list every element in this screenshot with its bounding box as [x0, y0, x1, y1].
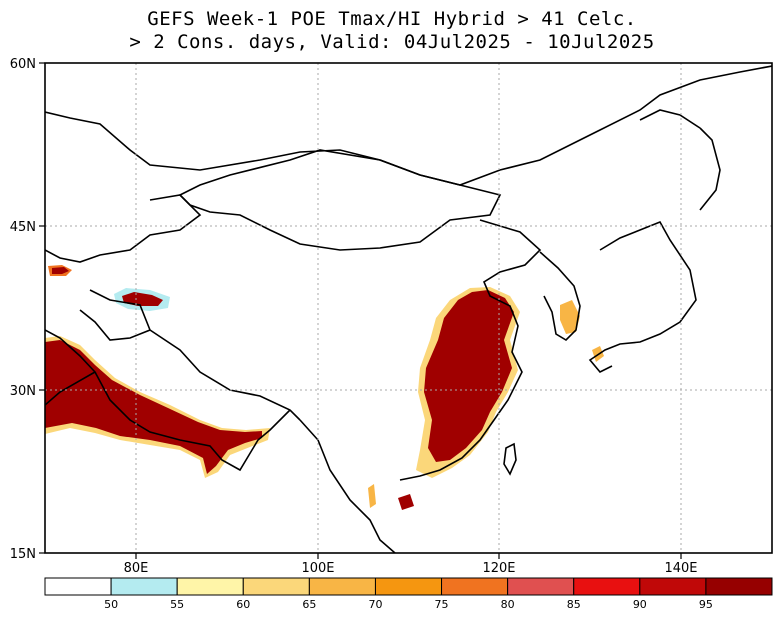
map-title-line-1: GEFS Week-1 POE Tmax/HI Hybrid > 41 Celc… — [147, 8, 637, 30]
coastline-taiwan — [503, 442, 517, 476]
colorbar: 50 55 60 65 70 75 80 85 90 95 — [44, 577, 773, 611]
colorbar-label: 75 — [435, 598, 449, 611]
graticule — [45, 63, 772, 553]
field-east-china — [424, 290, 514, 462]
colorbar-swatch — [176, 577, 244, 596]
field-south-asia — [45, 340, 262, 474]
colorbar-label: 70 — [368, 598, 382, 611]
map-frame — [44, 62, 773, 554]
coastlines — [45, 65, 772, 553]
colorbar-label: 90 — [633, 598, 647, 611]
colorbar-label: 55 — [170, 598, 184, 611]
colorbar-swatch — [441, 577, 509, 596]
colorbar-swatch — [573, 577, 641, 596]
colorbar-swatch — [308, 577, 376, 596]
coastline-china-east — [399, 219, 542, 481]
colorbar-label: 85 — [567, 598, 581, 611]
border-china-west — [45, 194, 202, 263]
field-indochina — [368, 484, 376, 508]
map-title-line-2: > 2 Cons. days, Valid: 04Jul2025 - 10Jul… — [129, 31, 655, 53]
colorbar-label: 95 — [699, 598, 713, 611]
probability-fields — [45, 265, 604, 510]
lon-label-100e: 100E — [301, 561, 334, 576]
axis-ticks — [39, 62, 682, 559]
field-korea — [560, 300, 580, 334]
field-hainan — [398, 494, 414, 510]
lat-label-15n: 15N — [10, 547, 36, 562]
coastline-korea — [539, 251, 581, 342]
lon-label-140e: 140E — [664, 561, 697, 576]
colorbar-swatch — [507, 577, 575, 596]
field-tarim — [122, 292, 163, 306]
lat-label-45n: 45N — [10, 220, 36, 235]
coastline-indochina — [299, 419, 396, 553]
lon-label-80e: 80E — [124, 561, 149, 576]
colorbar-swatch — [44, 577, 112, 596]
colorbar-swatch — [705, 577, 773, 596]
coastline-kamchatka — [699, 127, 721, 211]
lon-label-120e: 120E — [482, 561, 515, 576]
lat-label-60n: 60N — [10, 57, 36, 72]
colorbar-label: 60 — [236, 598, 250, 611]
coastline-sea-okhotsk — [639, 109, 701, 129]
field-west — [52, 267, 69, 274]
colorbar-swatch — [242, 577, 310, 596]
lat-label-30n: 30N — [10, 384, 36, 399]
colorbar-label: 50 — [104, 598, 118, 611]
colorbar-label: 80 — [501, 598, 515, 611]
coastline-russia-north — [45, 65, 772, 186]
colorbar-swatch — [110, 577, 178, 596]
colorbar-swatch — [639, 577, 707, 596]
colorbar-swatch — [374, 577, 443, 596]
border-india — [45, 329, 291, 472]
coastline-japan — [588, 220, 697, 373]
colorbar-label: 65 — [302, 598, 316, 611]
